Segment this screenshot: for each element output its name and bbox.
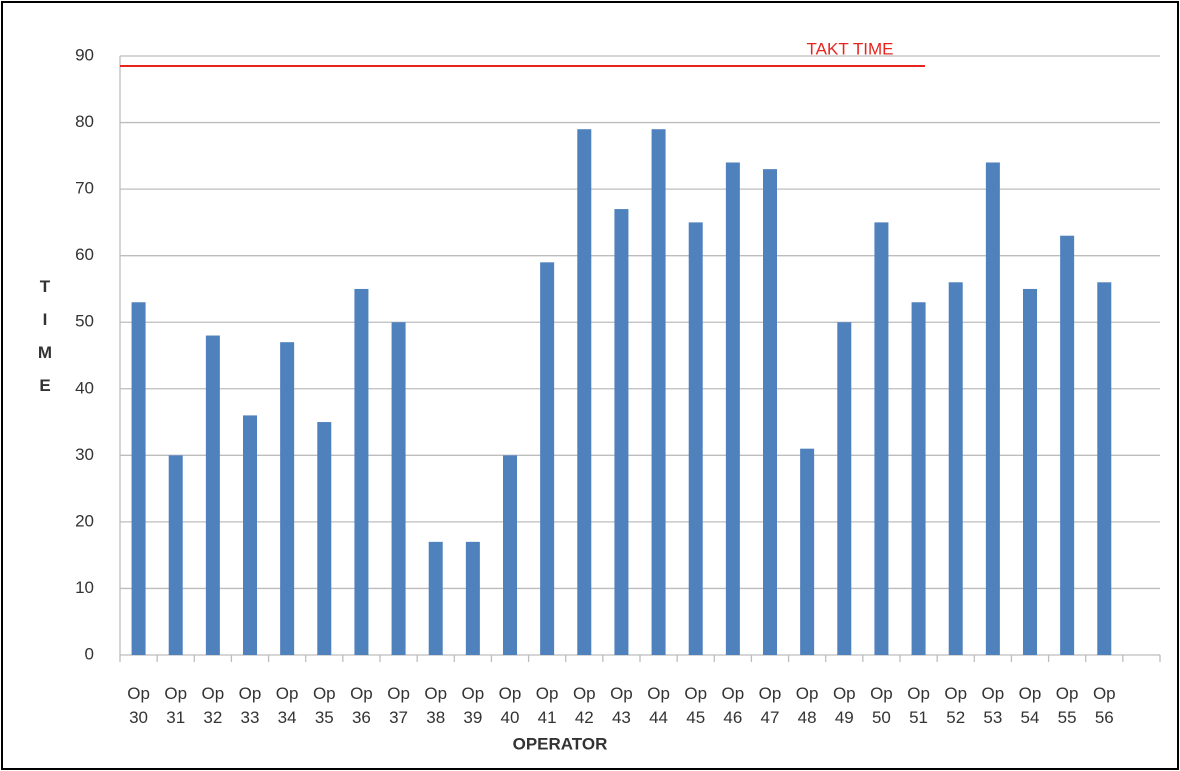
x-tick-label: Op 38 <box>424 684 448 727</box>
x-tick-label: Op 55 <box>1055 684 1079 727</box>
x-tick-label: Op 31 <box>164 684 188 727</box>
x-tick-label: Op 40 <box>498 684 522 727</box>
bar <box>800 448 815 655</box>
x-tick-label: Op 41 <box>535 684 559 727</box>
bar <box>168 455 183 655</box>
x-tick-label: Op 32 <box>201 684 225 727</box>
bar <box>205 335 220 655</box>
x-tick-label: Op 53 <box>981 684 1005 727</box>
bar <box>391 322 406 655</box>
bar <box>837 322 852 655</box>
x-tick-label: Op 37 <box>387 684 410 727</box>
x-tick-label: Op 44 <box>647 684 670 727</box>
y-tick-label: 80 <box>75 112 94 131</box>
x-tick-label: Op 46 <box>721 684 745 727</box>
y-tick-label: 40 <box>75 378 94 397</box>
bar <box>243 415 257 655</box>
x-tick-label: Op 30 <box>127 684 150 727</box>
bar <box>763 169 777 655</box>
x-tick-label: Op 42 <box>572 684 596 727</box>
x-tick-label: Op 36 <box>350 684 373 727</box>
bar <box>465 541 480 655</box>
x-tick-label: Op 43 <box>610 684 633 727</box>
x-tick-label: Op 47 <box>758 684 782 727</box>
bar <box>540 262 555 655</box>
bar <box>688 222 703 655</box>
x-tick-label: Op 52 <box>944 684 968 727</box>
bar <box>911 302 926 655</box>
x-tick-label: Op 54 <box>1018 684 1042 727</box>
y-tick-label: 10 <box>75 578 94 597</box>
annotation: TAKT TIME <box>807 39 894 58</box>
bar <box>1060 235 1075 655</box>
bar <box>874 222 889 655</box>
y-tick-label: 90 <box>75 45 94 64</box>
y-tick-label: 60 <box>75 245 94 264</box>
x-axis-label: OPERATOR <box>513 734 608 753</box>
x-tick-label: Op 34 <box>275 684 299 727</box>
x-tick-label: Op 48 <box>795 684 819 727</box>
bar <box>948 282 963 655</box>
bar <box>614 209 629 656</box>
bar <box>428 541 443 655</box>
x-tick-label: Op 35 <box>312 684 336 727</box>
y-tick-label: 20 <box>75 511 94 530</box>
bar <box>1023 288 1037 655</box>
bar <box>354 288 369 655</box>
y-tick-label: 70 <box>75 179 94 198</box>
bar <box>131 302 146 655</box>
x-tick-label: Op 51 <box>907 684 930 727</box>
x-tick-label: Op 50 <box>870 684 893 727</box>
x-tick-label: Op 45 <box>684 684 708 727</box>
y-tick-label: 50 <box>75 312 94 331</box>
x-tick-label: Op 33 <box>238 684 262 727</box>
bar <box>577 129 592 655</box>
bar <box>280 342 295 655</box>
bar <box>1097 282 1112 655</box>
y-tick-label: 30 <box>75 445 94 464</box>
bar <box>503 455 517 655</box>
x-tick-label: Op 56 <box>1092 684 1116 727</box>
bar <box>651 129 666 655</box>
x-tick-label: Op 39 <box>461 684 485 727</box>
bar <box>985 162 1000 655</box>
y-tick-label: 0 <box>85 644 94 663</box>
bar <box>725 162 740 655</box>
bar <box>317 422 332 655</box>
x-tick-label: Op 49 <box>832 684 856 727</box>
